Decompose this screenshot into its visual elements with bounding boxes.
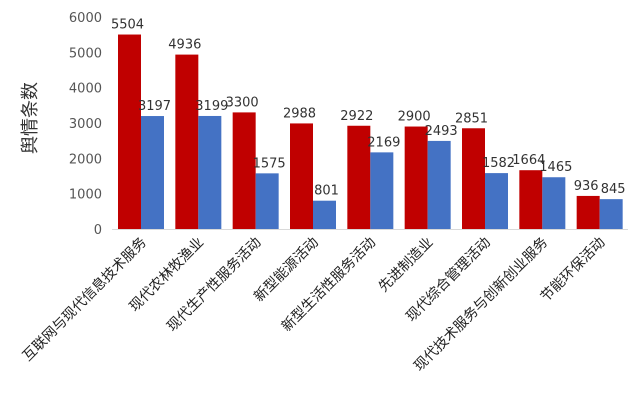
bar-series-2 bbox=[370, 152, 394, 229]
category-labels: 互联网与现代信息技术服务现代农林牧渔业现代生产性服务活动新型能源活动新型生活性服… bbox=[19, 234, 608, 375]
bar-series-1 bbox=[118, 34, 141, 230]
data-label-series-2: 845 bbox=[601, 182, 626, 197]
data-label-series-1: 4936 bbox=[168, 38, 201, 53]
y-axis-label: 舆情条数 bbox=[20, 82, 41, 154]
data-label-series-1: 1664 bbox=[512, 153, 545, 168]
y-tick-label: 3000 bbox=[69, 117, 102, 132]
category-label: 先进制造业 bbox=[376, 235, 437, 296]
bar-series-2 bbox=[599, 199, 623, 229]
data-label-series-2: 2169 bbox=[367, 135, 400, 150]
bar-series-2 bbox=[313, 200, 336, 229]
data-label-series-1: 2922 bbox=[340, 109, 373, 124]
bar-series-1 bbox=[175, 54, 199, 229]
y-tick-label: 1000 bbox=[69, 188, 102, 203]
data-label-series-1: 936 bbox=[574, 179, 599, 194]
data-label-series-1: 2988 bbox=[283, 106, 316, 121]
y-tick-label: 2000 bbox=[69, 152, 102, 167]
bar-series-2 bbox=[198, 115, 222, 229]
y-tick-label: 0 bbox=[94, 223, 102, 238]
data-label-series-1: 2851 bbox=[455, 111, 488, 126]
bar-series-2 bbox=[485, 173, 508, 229]
data-label-series-2: 3197 bbox=[138, 99, 171, 114]
data-label-series-1: 5504 bbox=[111, 18, 144, 33]
bar-series-1 bbox=[519, 170, 543, 229]
bar-series-1 bbox=[290, 123, 313, 229]
data-label-series-2: 3199 bbox=[195, 99, 228, 114]
data-label-series-1: 3300 bbox=[226, 95, 259, 110]
data-label-series-2: 801 bbox=[314, 184, 339, 199]
bar-series-2 bbox=[427, 140, 451, 229]
category-label: 现代生产性服务活动 bbox=[164, 235, 264, 335]
bar-series-1 bbox=[462, 128, 485, 229]
y-tick-label: 5000 bbox=[69, 46, 102, 61]
bar-series-2 bbox=[542, 177, 566, 229]
data-label-series-2: 1575 bbox=[253, 156, 286, 171]
data-labels: 5504 4936 3300 2988 2922 2900 2851 1664 936 3197 3… bbox=[111, 18, 626, 199]
y-tick-label: 4000 bbox=[69, 82, 102, 97]
data-label-series-2: 1465 bbox=[539, 160, 572, 175]
bar-series-2 bbox=[141, 116, 164, 229]
bar-series-1 bbox=[232, 112, 256, 229]
bars bbox=[118, 34, 623, 230]
bar-series-1 bbox=[576, 195, 600, 229]
data-label-series-2: 2493 bbox=[425, 124, 458, 139]
data-label-series-2: 1582 bbox=[482, 156, 515, 171]
bar-series-2 bbox=[255, 173, 279, 229]
y-axis: 0 1000 2000 3000 4000 5000 6000 bbox=[69, 11, 628, 238]
bar-series-1 bbox=[404, 126, 428, 229]
y-tick-label: 6000 bbox=[69, 11, 102, 26]
category-label: 新型生活性服务活动 bbox=[279, 235, 379, 335]
bar-series-1 bbox=[347, 125, 371, 229]
data-label-series-1: 2900 bbox=[398, 110, 431, 125]
